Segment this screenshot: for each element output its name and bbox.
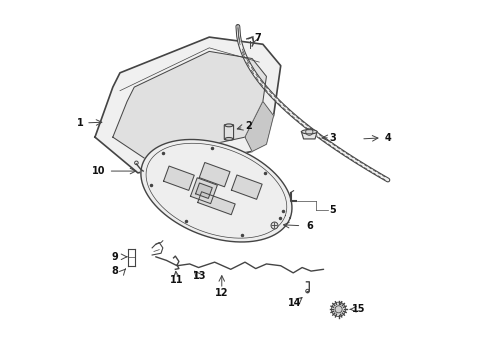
Polygon shape	[199, 162, 230, 187]
Polygon shape	[164, 166, 194, 190]
Circle shape	[331, 302, 346, 316]
Text: 5: 5	[329, 205, 336, 215]
Polygon shape	[113, 51, 267, 158]
Text: 1: 1	[76, 118, 83, 128]
Text: 9: 9	[111, 252, 118, 262]
Text: 12: 12	[215, 288, 228, 297]
Ellipse shape	[225, 124, 233, 127]
Polygon shape	[141, 139, 292, 242]
Ellipse shape	[301, 130, 317, 134]
Text: 6: 6	[306, 221, 313, 231]
Text: 8: 8	[111, 266, 118, 276]
Polygon shape	[191, 178, 218, 204]
Polygon shape	[196, 183, 212, 198]
FancyBboxPatch shape	[224, 125, 234, 140]
Polygon shape	[245, 102, 273, 152]
Text: 11: 11	[171, 275, 184, 285]
Ellipse shape	[225, 138, 233, 140]
Text: 3: 3	[329, 133, 336, 143]
Text: 4: 4	[385, 133, 391, 143]
Text: 10: 10	[92, 166, 105, 176]
Text: 7: 7	[254, 33, 261, 43]
Polygon shape	[197, 192, 235, 215]
Text: 14: 14	[288, 298, 302, 308]
Text: 2: 2	[245, 121, 252, 131]
Circle shape	[335, 306, 342, 313]
Polygon shape	[301, 132, 317, 139]
Polygon shape	[95, 37, 281, 173]
Text: 13: 13	[193, 271, 206, 282]
Text: 15: 15	[352, 304, 366, 314]
Polygon shape	[231, 175, 262, 199]
